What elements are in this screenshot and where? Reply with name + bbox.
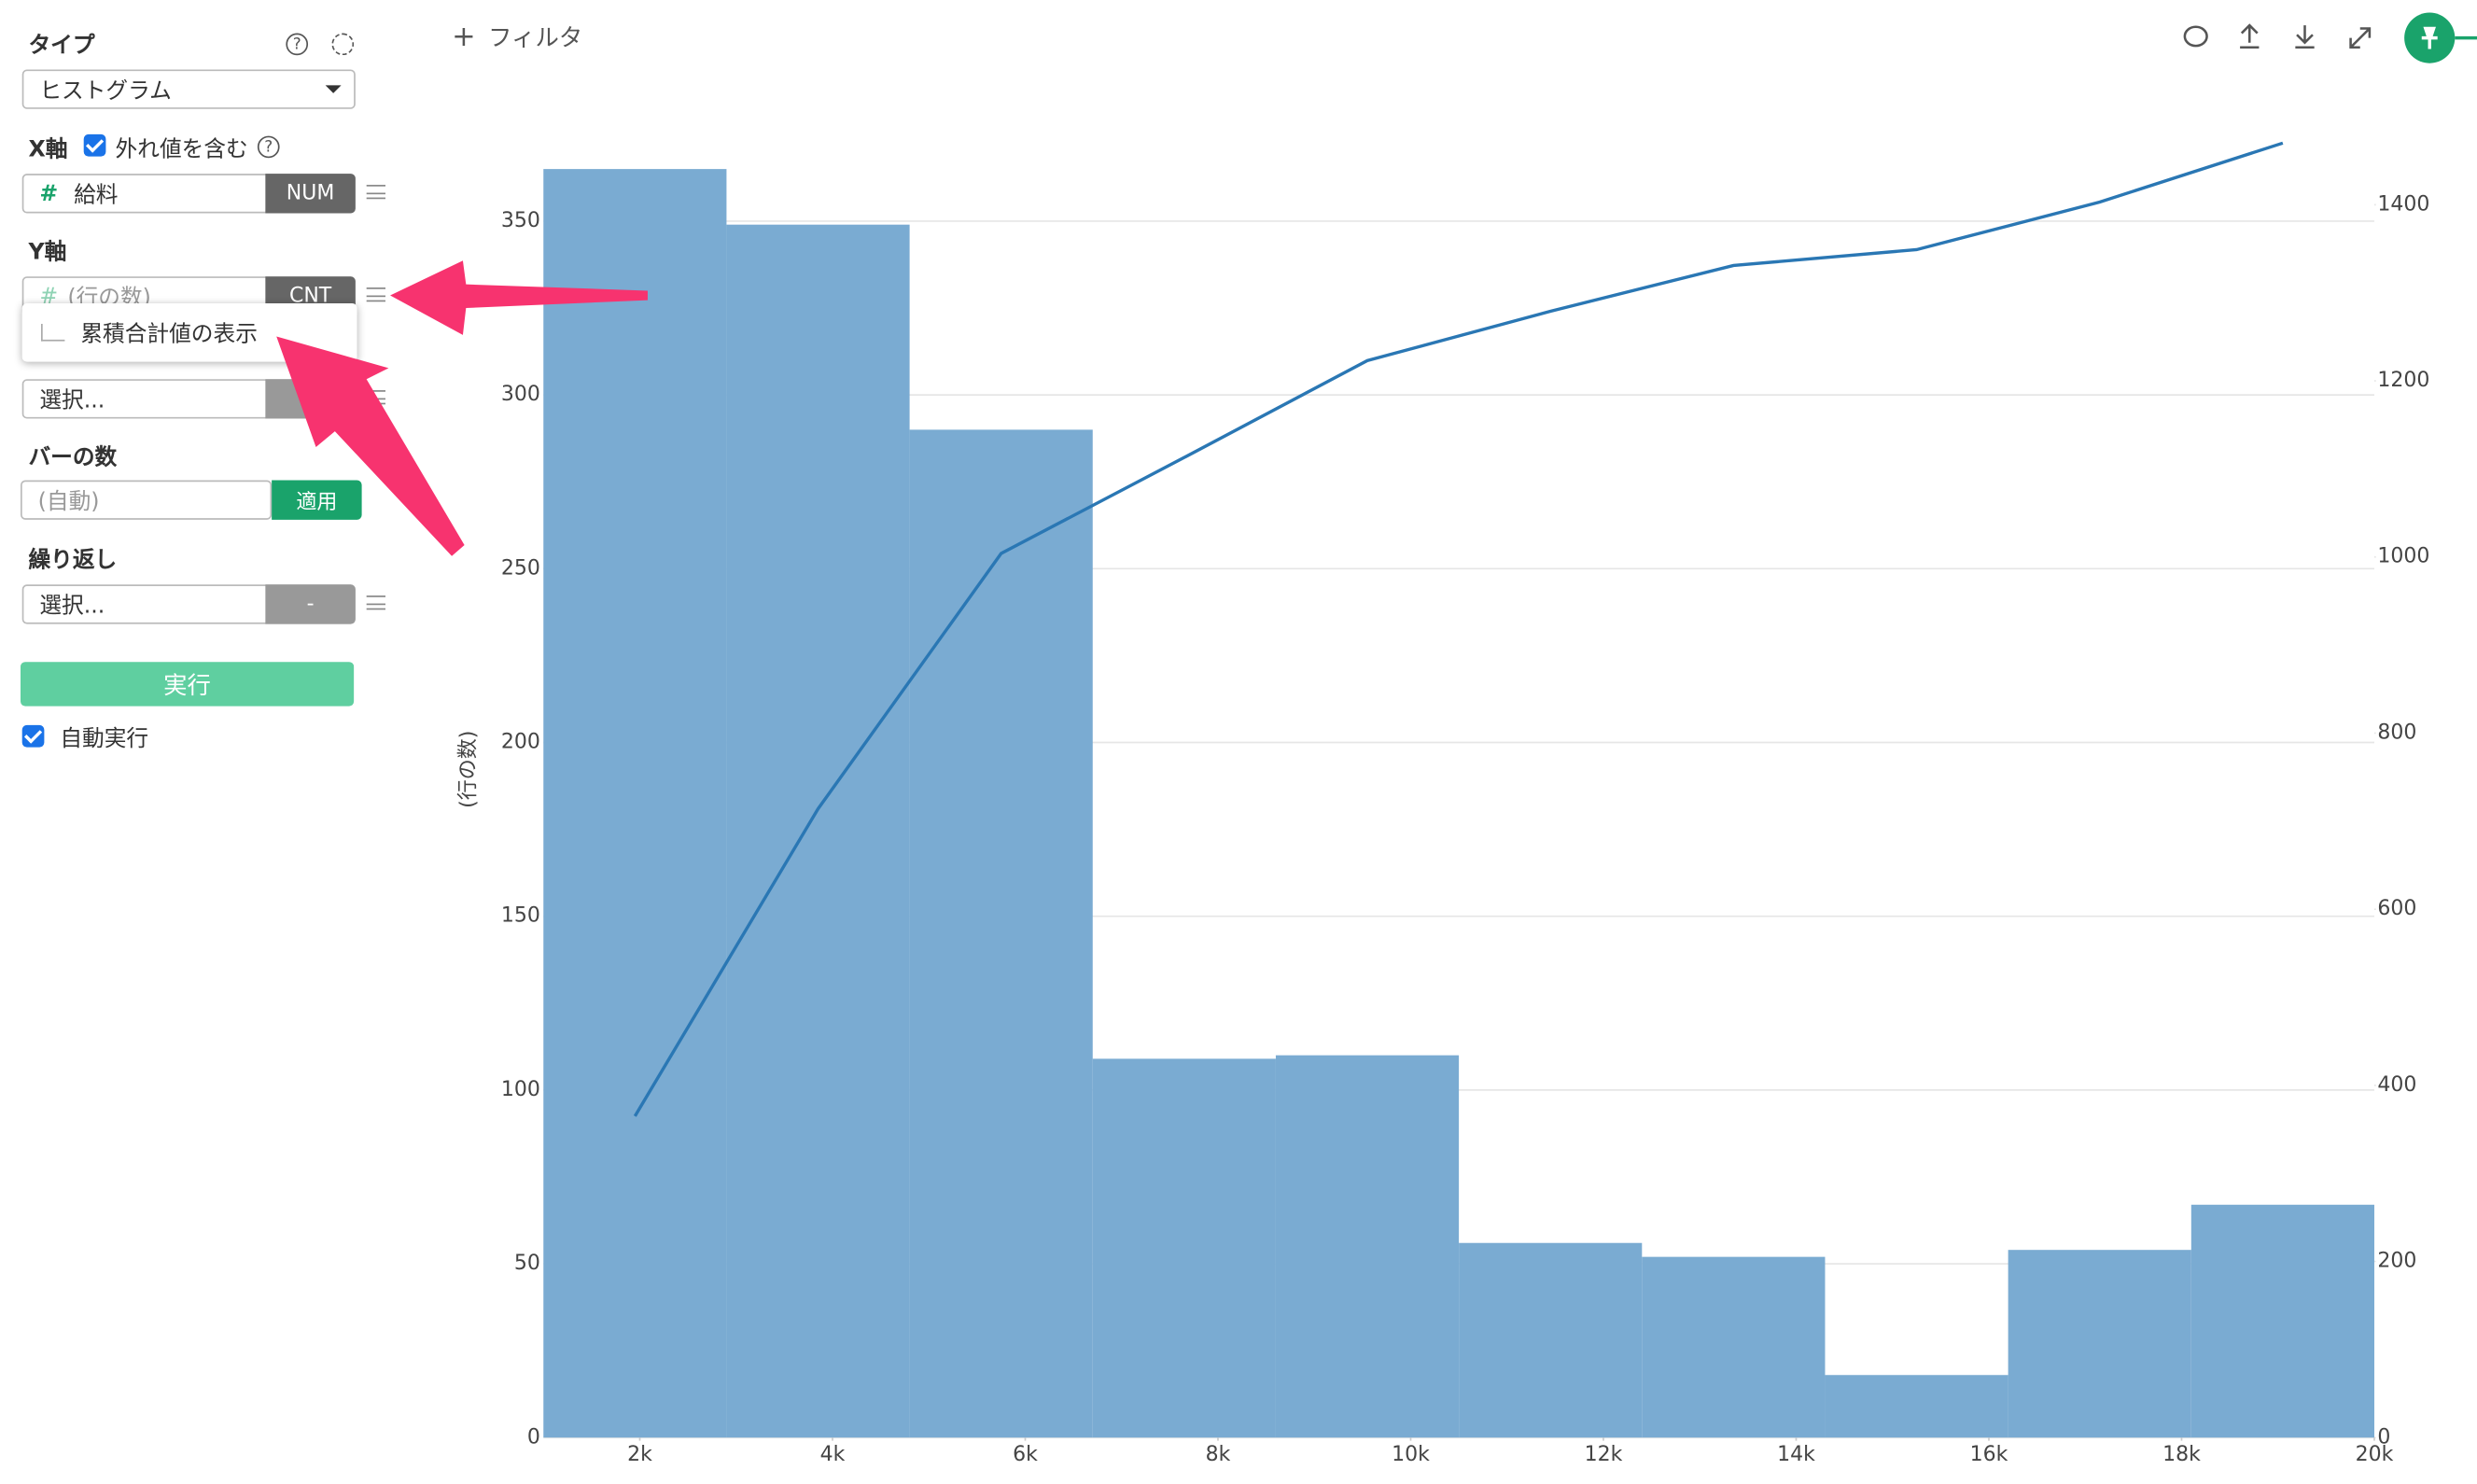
filter-button[interactable]: + フィルタ: [452, 21, 582, 54]
comment-icon[interactable]: [2183, 25, 2208, 48]
menu-item[interactable]: 累積合計値の表示: [80, 321, 258, 347]
help-icon[interactable]: ?: [286, 33, 309, 56]
num-icon: #: [39, 180, 59, 206]
y-axis-label: Y軸: [28, 240, 67, 266]
bar: [543, 169, 727, 1438]
y-tick-label: 300: [501, 383, 540, 406]
x-tick-label: 8k: [1206, 1443, 1231, 1466]
x-tick-label: 2k: [627, 1443, 652, 1466]
y2-tick-label: 400: [2377, 1073, 2416, 1097]
x-tick-label: 18k: [2162, 1443, 2201, 1466]
x-tick-label: 6k: [1013, 1443, 1038, 1466]
y2-tick-label: 0: [2377, 1425, 2390, 1449]
x-tick-label: 12k: [1585, 1443, 1623, 1466]
y2-tick-label: 1000: [2377, 545, 2429, 568]
y2-tick-label: 1200: [2377, 369, 2429, 392]
y-tick-label: 0: [527, 1425, 540, 1449]
chart-icon: [41, 323, 65, 342]
type-select[interactable]: ヒストグラム: [21, 69, 356, 109]
repeat-placeholder: 選択...: [39, 593, 105, 619]
repeat-select[interactable]: 選択... -: [21, 584, 356, 624]
y-tick-label: 200: [501, 731, 540, 754]
y2-tick-label: 800: [2377, 721, 2416, 744]
y-tick-label: 150: [501, 904, 540, 928]
bars-placeholder: (自動): [37, 488, 100, 514]
color-placeholder: 選択...: [39, 387, 105, 413]
x-axis-label: X軸: [28, 137, 68, 163]
y-tick-label: 350: [501, 209, 540, 232]
y-tick-label: 50: [514, 1252, 540, 1275]
settings-icon[interactable]: [331, 33, 355, 56]
arrow: [390, 260, 648, 335]
bar: [726, 224, 910, 1438]
expand-icon[interactable]: [2349, 27, 2372, 49]
num-icon: #: [39, 283, 59, 309]
arrow: [276, 336, 465, 556]
run-button[interactable]: 実行: [21, 662, 355, 707]
bar: [1825, 1375, 2008, 1438]
type-label: タイプ: [28, 33, 95, 59]
export-icon[interactable]: [2240, 23, 2260, 49]
outliers-checkbox[interactable]: [83, 133, 106, 157]
pin-icon: [2421, 26, 2438, 49]
bar: [909, 429, 1093, 1438]
bar: [1275, 1055, 1460, 1438]
apply-button[interactable]: 適用: [272, 480, 362, 520]
y2-tick-label: 600: [2377, 897, 2416, 920]
cumulative-line: [633, 141, 2284, 1117]
plus-icon: +: [452, 21, 476, 54]
bar: [2190, 1204, 2374, 1438]
filter-label: フィルタ: [488, 23, 583, 52]
type-value: ヒストグラム: [39, 77, 172, 104]
caret: [325, 85, 342, 101]
y-tick-label: 100: [501, 1078, 540, 1101]
x-tick-label: 16k: [1970, 1443, 2008, 1466]
sidebar: タイプ ? ヒストグラム X軸 外れ値を含む ? # 給料 NUM Y軸 # (行の数…: [0, 0, 411, 1483]
menu-icon[interactable]: [366, 595, 385, 610]
bar: [1642, 1256, 1826, 1438]
x-tick-label: 4k: [820, 1443, 846, 1466]
bars-label: バーの数: [28, 445, 118, 471]
auto-run-checkbox[interactable]: [21, 724, 45, 748]
y-axis-label: (行の数): [457, 731, 481, 808]
toolbar-icons: [2183, 23, 2372, 49]
x-field[interactable]: # 給料 NUM: [21, 174, 356, 214]
bar: [1459, 1242, 1643, 1438]
x-tick-label: 14k: [1777, 1443, 1815, 1466]
download-icon[interactable]: [2295, 25, 2315, 49]
menu-icon[interactable]: [366, 185, 385, 200]
repeat-type[interactable]: -: [265, 584, 356, 624]
repeat-label: 繰り返し: [28, 548, 118, 574]
bar: [1092, 1058, 1276, 1438]
y2-tick-label: 1400: [2377, 192, 2429, 216]
bar: [2008, 1250, 2191, 1438]
y2-tick-label: 200: [2377, 1250, 2416, 1273]
x-field-name: 給料: [74, 182, 119, 208]
help-icon[interactable]: ?: [257, 135, 280, 159]
x-tick-label: 10k: [1392, 1443, 1430, 1466]
bars-input[interactable]: (自動): [21, 480, 273, 520]
y-tick-label: 250: [501, 556, 540, 580]
outliers-label: 外れ値を含む: [115, 137, 248, 163]
auto-run-label: 自動実行: [60, 726, 149, 752]
menu-icon[interactable]: [366, 287, 385, 302]
x-field-type[interactable]: NUM: [265, 174, 356, 214]
x-tick-label: 20k: [2356, 1443, 2394, 1466]
